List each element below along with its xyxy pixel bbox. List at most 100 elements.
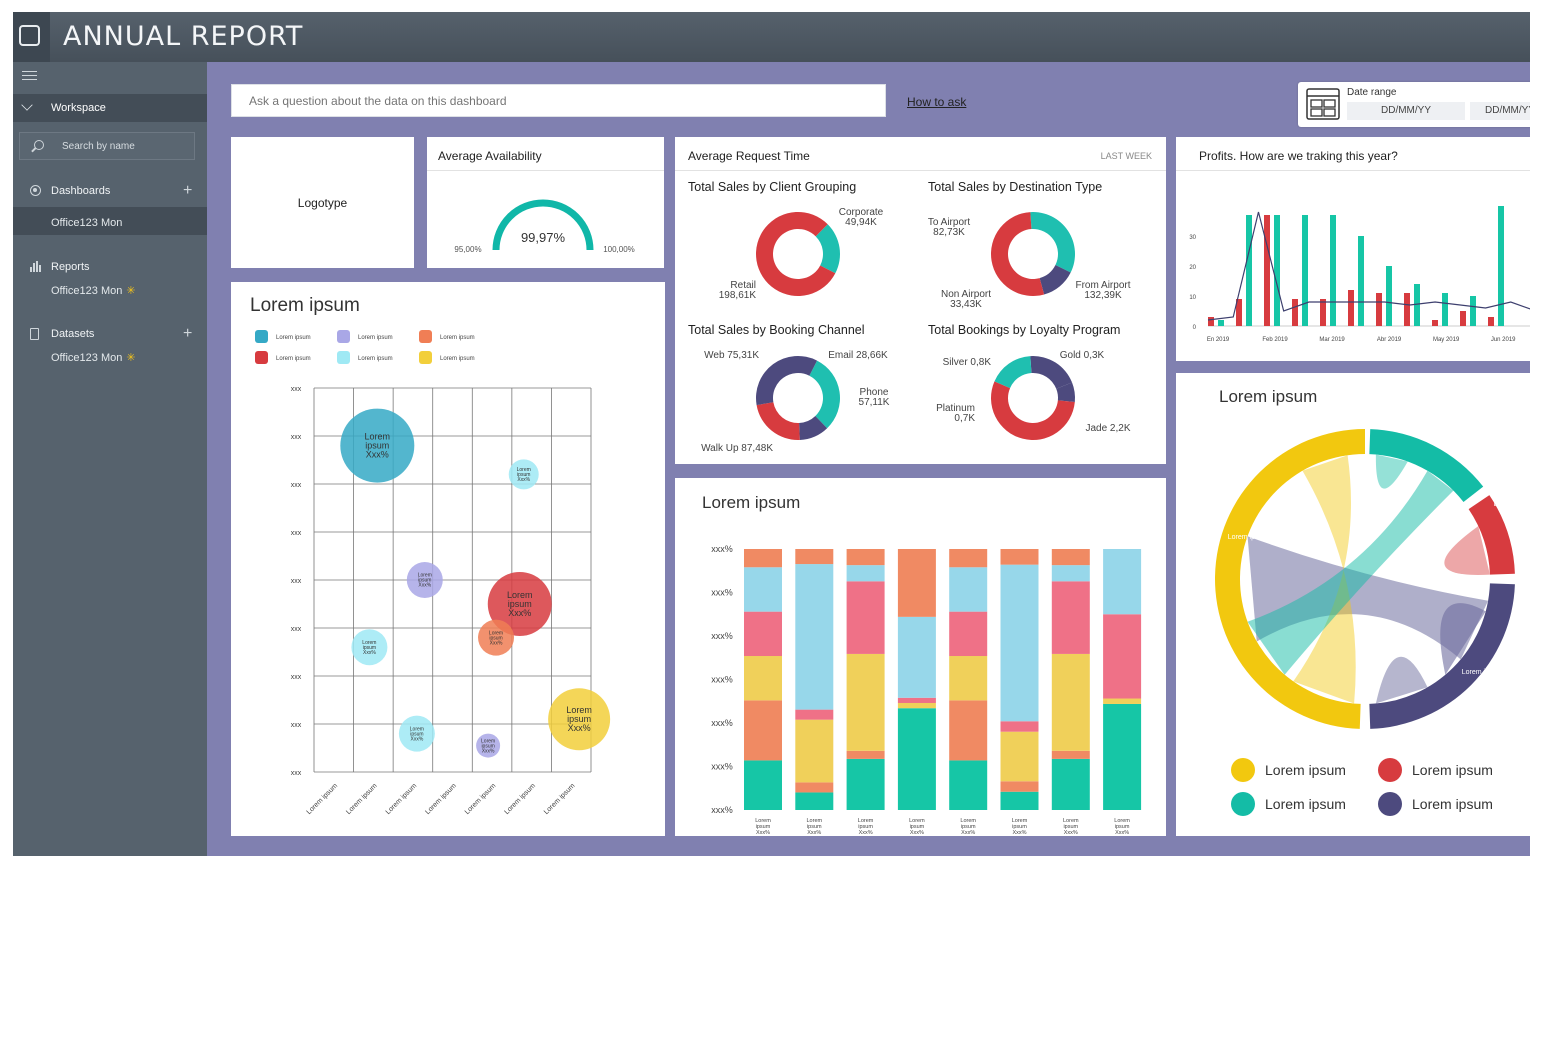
profits-bar[interactable] — [1460, 311, 1466, 326]
stacked-segment[interactable] — [949, 656, 988, 701]
profits-bar[interactable] — [1264, 215, 1270, 326]
chord-ribbon[interactable] — [1247, 470, 1454, 675]
stacked-segment[interactable] — [1000, 731, 1039, 782]
stacked-segment[interactable] — [846, 581, 885, 654]
stacked-segment[interactable] — [846, 549, 885, 566]
stacked-segment[interactable] — [1051, 549, 1090, 566]
stacked-segment[interactable] — [744, 567, 782, 612]
stacked-segment[interactable] — [1000, 549, 1039, 565]
stacked-segment[interactable] — [846, 653, 885, 751]
stacked-segment[interactable] — [1051, 581, 1090, 654]
stacked-segment[interactable] — [1103, 703, 1142, 810]
chord-ribbon[interactable] — [1375, 454, 1408, 489]
stacked-segment[interactable] — [744, 700, 782, 761]
donut-slice[interactable] — [1039, 265, 1071, 295]
bubble[interactable] — [487, 572, 552, 636]
donut-slice[interactable] — [1030, 356, 1073, 389]
profits-bar[interactable] — [1302, 215, 1308, 326]
donut-slice[interactable] — [756, 402, 800, 440]
stacked-segment[interactable] — [846, 758, 885, 810]
hamburger-icon[interactable] — [22, 68, 37, 83]
stacked-segment[interactable] — [1000, 781, 1039, 792]
dataset-item[interactable]: Office123 Mon ✳ — [51, 351, 136, 364]
stacked-segment[interactable] — [846, 750, 885, 759]
donut-slice[interactable] — [809, 360, 840, 429]
sidebar-item-office123-dashboard[interactable] — [13, 207, 207, 235]
donut-slice[interactable] — [991, 212, 1045, 296]
profits-bar[interactable] — [1404, 293, 1410, 326]
bubble[interactable] — [476, 733, 501, 758]
stacked-segment[interactable] — [897, 616, 936, 698]
chord-arc-purple[interactable] — [1369, 583, 1515, 729]
chord-arc-yellow[interactable] — [1214, 429, 1365, 729]
donut-slice[interactable] — [994, 356, 1032, 389]
profits-bar[interactable] — [1488, 317, 1494, 326]
stacked-segment[interactable] — [1051, 758, 1090, 810]
stacked-segment[interactable] — [1051, 565, 1090, 582]
stacked-segment[interactable] — [949, 611, 988, 657]
question-input[interactable] — [232, 85, 885, 116]
profits-bar[interactable] — [1246, 215, 1252, 326]
donut-slice[interactable] — [815, 224, 840, 274]
profits-bar[interactable] — [1432, 320, 1438, 326]
bubble[interactable] — [406, 562, 443, 598]
stacked-segment[interactable] — [744, 549, 782, 568]
donut-slice[interactable] — [991, 381, 1075, 440]
stacked-segment[interactable] — [897, 697, 936, 703]
bubble[interactable] — [351, 629, 388, 666]
stacked-segment[interactable] — [1103, 614, 1142, 699]
stacked-segment[interactable] — [795, 549, 834, 565]
chord-ribbon[interactable] — [1440, 603, 1486, 675]
workspace-toggle[interactable]: Workspace — [13, 94, 207, 122]
chord-arc-teal[interactable] — [1369, 429, 1484, 503]
chord-ribbon[interactable] — [1375, 656, 1428, 704]
profits-bar[interactable] — [1348, 290, 1354, 326]
stacked-segment[interactable] — [897, 708, 936, 810]
date-from-field[interactable]: DD/MM/YY — [1347, 102, 1465, 120]
bubble[interactable] — [548, 688, 611, 751]
report-item[interactable]: Office123 Mon ✳ — [51, 284, 136, 297]
stacked-segment[interactable] — [795, 782, 834, 793]
chord-ribbon[interactable] — [1293, 455, 1356, 704]
stacked-segment[interactable] — [1000, 791, 1039, 810]
app-menu-button[interactable] — [13, 12, 50, 62]
stacked-segment[interactable] — [949, 567, 988, 612]
stacked-segment[interactable] — [1000, 721, 1039, 732]
stacked-segment[interactable] — [949, 760, 988, 810]
bubble[interactable] — [508, 459, 539, 490]
profits-bar[interactable] — [1358, 236, 1364, 326]
stacked-segment[interactable] — [897, 702, 936, 709]
stacked-segment[interactable] — [949, 549, 988, 568]
stacked-segment[interactable] — [744, 760, 782, 810]
stacked-segment[interactable] — [1000, 564, 1039, 722]
profits-bar[interactable] — [1330, 215, 1336, 326]
donut-slice[interactable] — [1056, 382, 1075, 402]
bubble[interactable] — [478, 619, 515, 656]
how-to-ask-link[interactable]: How to ask — [907, 95, 967, 109]
stacked-segment[interactable] — [1103, 698, 1142, 704]
profits-bar[interactable] — [1470, 296, 1476, 326]
donut-slice[interactable] — [756, 356, 818, 406]
profits-bar[interactable] — [1292, 299, 1298, 326]
profits-bar[interactable] — [1320, 299, 1326, 326]
dashboard-item[interactable]: Office123 Mon — [51, 217, 122, 229]
stacked-segment[interactable] — [846, 565, 885, 582]
stacked-segment[interactable] — [1103, 549, 1142, 615]
sidebar-search[interactable]: Search by name — [19, 132, 195, 160]
date-range-picker[interactable]: Date range DD/MM/YY DD/MM/YY — [1298, 82, 1530, 127]
profits-bar[interactable] — [1442, 293, 1448, 326]
chord-ribbon[interactable] — [1247, 536, 1489, 660]
date-to-field[interactable]: DD/MM/YY — [1470, 102, 1530, 120]
stacked-segment[interactable] — [897, 549, 936, 617]
stacked-segment[interactable] — [795, 564, 834, 710]
stacked-segment[interactable] — [795, 792, 834, 810]
stacked-segment[interactable] — [795, 719, 834, 783]
profits-bar[interactable] — [1274, 215, 1280, 326]
profits-bar[interactable] — [1498, 206, 1504, 326]
profits-bar[interactable] — [1386, 266, 1392, 326]
stacked-segment[interactable] — [744, 656, 782, 701]
profits-bar[interactable] — [1218, 320, 1224, 326]
question-box[interactable] — [231, 84, 886, 117]
donut-slice[interactable] — [756, 212, 836, 296]
profits-bar[interactable] — [1236, 299, 1242, 326]
